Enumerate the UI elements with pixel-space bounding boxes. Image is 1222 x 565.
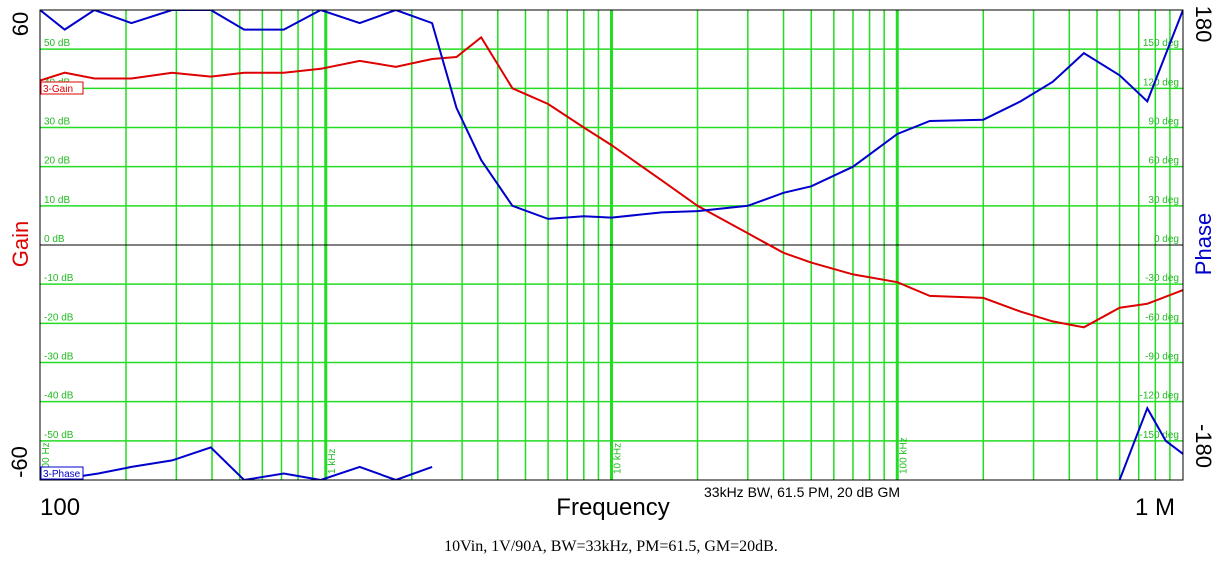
phase-tick-labels: 150 deg 120 deg 90 deg 60 deg 30 deg 0 deg -30… [1140, 38, 1179, 441]
decade-labels: 100 Hz 1 kHz 10 kHz 100 kHz [41, 437, 909, 474]
phase-wrapped-line-low [40, 446, 433, 480]
plot-frame [39, 9, 1184, 481]
x-axis-start-label: 100 [40, 494, 81, 521]
phase-tick-label: 60 deg [1148, 156, 1179, 167]
phase-tick-label: -90 deg [1145, 352, 1179, 363]
figure-caption: 10Vin, 1V/90A, BW=33kHz, PM=61.5, GM=20d… [444, 538, 778, 555]
phase-tick-label: -120 deg [1140, 391, 1179, 402]
phase-wrapped-line-high [1118, 405, 1183, 480]
decade-label: 100 kHz [898, 437, 909, 474]
gain-tick-label: 50 dB [44, 38, 70, 49]
phase-tick-label: 30 deg [1148, 195, 1179, 206]
legend-tags: 3-Gain 3-Phase [40, 81, 84, 480]
phase-tick-label: 0 deg [1154, 234, 1179, 245]
decade-label: 10 kHz [613, 443, 624, 474]
gain-tick-label: 20 dB [44, 156, 70, 167]
series-lines [40, 10, 1183, 480]
horizontal-grid [40, 48, 1183, 442]
phase-tick-label: 150 deg [1143, 38, 1179, 49]
gain-tick-label: -10 dB [44, 273, 74, 284]
y-right-top-label: 180 [1191, 5, 1216, 43]
decade-label: 1 kHz [327, 448, 338, 474]
gain-tick-label: -50 dB [44, 430, 74, 441]
x-axis-end-label: 1 M [1135, 494, 1176, 521]
phase-legend-label: 3-Phase [43, 469, 81, 480]
gain-tick-label: -30 dB [44, 352, 74, 363]
gain-legend-label: 3-Gain [43, 84, 73, 95]
x-axis-title: Frequency [556, 494, 670, 521]
phase-tick-label: 90 deg [1148, 117, 1179, 128]
gain-line [40, 35, 1183, 329]
gain-tick-label: -40 dB [44, 391, 74, 402]
annotation-text: 33kHz BW, 61.5 PM, 20 dB GM [704, 484, 901, 500]
phase-tick-label: 120 deg [1143, 77, 1179, 88]
y-right-title: Phase [1191, 212, 1216, 276]
phase-legend-tag [40, 466, 84, 480]
phase-tick-label: -60 deg [1145, 312, 1179, 323]
gain-legend-tag [40, 81, 84, 95]
gain-tick-label: 10 dB [44, 195, 70, 206]
phase-tick-label: -30 deg [1145, 273, 1179, 284]
y-right-bottom-label: -180 [1191, 423, 1216, 469]
decade-label: 100 Hz [41, 442, 52, 474]
phase-line [40, 10, 1183, 220]
y-left-title: Gain [8, 220, 33, 268]
gain-tick-label: 30 dB [44, 117, 70, 128]
gain-tick-label: 0 dB [44, 234, 65, 245]
gain-tick-label: -20 dB [44, 312, 74, 323]
y-left-top-label: 60 [8, 11, 33, 37]
phase-tick-label: -150 deg [1140, 430, 1179, 441]
y-left-bottom-label: -60 [7, 446, 32, 478]
